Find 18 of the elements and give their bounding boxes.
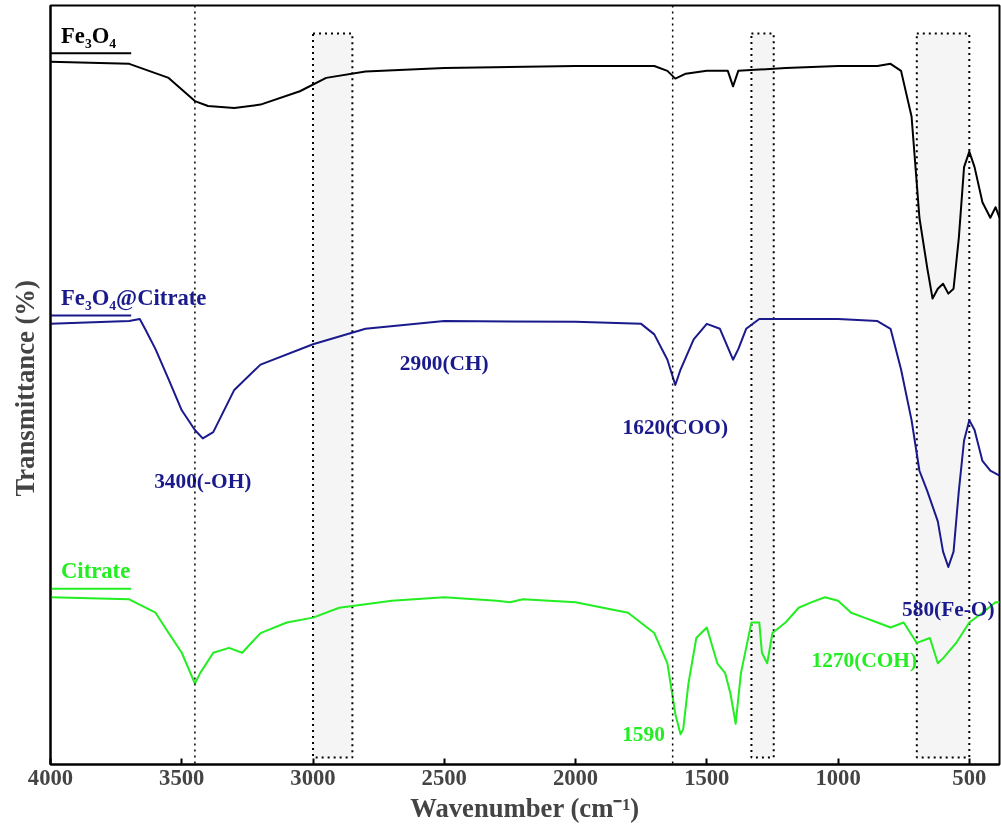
series-label: Fe₃O₄@Citrate (61, 284, 207, 311)
annotation: 1270(COH) (811, 647, 918, 672)
annotation: 2900(CH) (399, 351, 489, 376)
annotation: 1590 (622, 722, 665, 747)
x-axis-title: Wavenumber (cm⁻¹) (410, 792, 640, 823)
annotation: 3400(-OH) (154, 468, 252, 493)
x-tick-label: 3000 (290, 764, 336, 790)
series-label: Fe₃O₄ (61, 22, 117, 48)
x-tick-label: 1500 (684, 764, 730, 790)
x-tick-label: 2500 (421, 764, 467, 790)
x-tick-label: 500 (952, 764, 987, 790)
y-axis-title: Transmittance (%) (9, 280, 40, 497)
series-label: Citrate (61, 558, 131, 584)
x-tick-label: 4000 (27, 764, 74, 790)
annotation: 1620(COO) (622, 415, 729, 440)
x-tick-label: 2000 (552, 764, 599, 790)
x-tick-label: 3500 (159, 764, 205, 790)
x-tick-label: 1000 (815, 764, 861, 790)
